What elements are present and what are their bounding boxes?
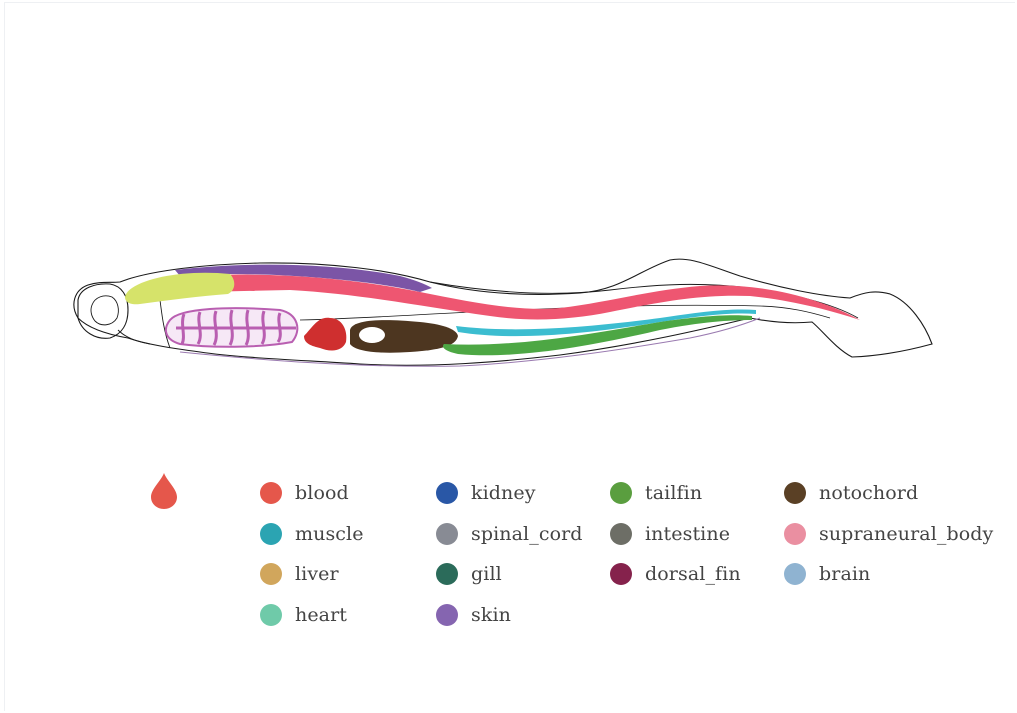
- legend-label: dorsal_fin: [645, 563, 741, 585]
- legend-item-muscle[interactable]: muscle: [260, 519, 364, 549]
- legend-label: liver: [295, 563, 339, 585]
- muscle-band: [456, 309, 756, 337]
- legend: blood kidney tailfin notochord muscle sp…: [260, 478, 1000, 638]
- legend-label: gill: [471, 563, 502, 585]
- supraneural-body-color-dot: [784, 523, 806, 545]
- body-outline: [73, 258, 933, 366]
- head-outline: [77, 283, 129, 339]
- legend-label: skin: [471, 604, 511, 626]
- legend-item-notochord[interactable]: notochord: [784, 478, 918, 508]
- blood-drop-icon: [151, 473, 177, 509]
- legend-item-supraneural-body[interactable]: supraneural_body: [784, 519, 993, 549]
- intestine-color-dot: [610, 523, 632, 545]
- legend-item-heart[interactable]: heart: [260, 600, 347, 630]
- muscle-color-dot: [260, 523, 282, 545]
- legend-label: kidney: [471, 482, 536, 504]
- skin-band: [175, 264, 432, 292]
- brain-color-dot: [784, 563, 806, 585]
- legend-label: heart: [295, 604, 348, 626]
- pectoral-line: [159, 299, 171, 349]
- legend-item-spinal-cord[interactable]: spinal_cord: [436, 519, 583, 549]
- legend-label: brain: [819, 563, 871, 585]
- canvas-frame: [4, 2, 1015, 711]
- jaw-line: [117, 329, 151, 345]
- legend-label: tailfin: [645, 482, 703, 504]
- heart-shape: [304, 317, 347, 351]
- dorsal-fin-color-dot: [610, 563, 632, 585]
- legend-label: intestine: [645, 523, 731, 545]
- kidney-color-dot: [436, 482, 458, 504]
- spinal-cord-color-dot: [436, 523, 458, 545]
- legend-item-liver[interactable]: liver: [260, 559, 339, 589]
- heart-color-dot: [260, 604, 282, 626]
- legend-label: notochord: [819, 482, 919, 504]
- swim-bladder: [359, 327, 385, 343]
- supraneural-body: [185, 274, 860, 320]
- legend-item-gill[interactable]: gill: [436, 559, 502, 589]
- legend-item-brain[interactable]: brain: [784, 559, 870, 589]
- eye-outline: [90, 295, 119, 326]
- legend-item-dorsal-fin[interactable]: dorsal_fin: [610, 559, 741, 589]
- legend-label: blood: [295, 482, 349, 504]
- yolk-mass: [164, 307, 299, 348]
- notochord-color-dot: [784, 482, 806, 504]
- legend-label: muscle: [295, 523, 364, 545]
- gill-color-dot: [436, 563, 458, 585]
- legend-item-intestine[interactable]: intestine: [610, 519, 730, 549]
- tailfin-color-dot: [610, 482, 632, 504]
- blood-color-dot: [260, 482, 282, 504]
- skin-color-dot: [436, 604, 458, 626]
- legend-item-tailfin[interactable]: tailfin: [610, 478, 702, 508]
- legend-item-blood[interactable]: blood: [260, 478, 349, 508]
- legend-label: spinal_cord: [471, 523, 583, 545]
- ventral-line: [179, 317, 761, 367]
- legend-label: supraneural_body: [819, 523, 994, 545]
- tailfin-band: [442, 315, 752, 356]
- legend-item-skin[interactable]: skin: [436, 600, 511, 630]
- legend-item-kidney[interactable]: kidney: [436, 478, 536, 508]
- liver-color-dot: [260, 563, 282, 585]
- brain-region: [125, 272, 235, 305]
